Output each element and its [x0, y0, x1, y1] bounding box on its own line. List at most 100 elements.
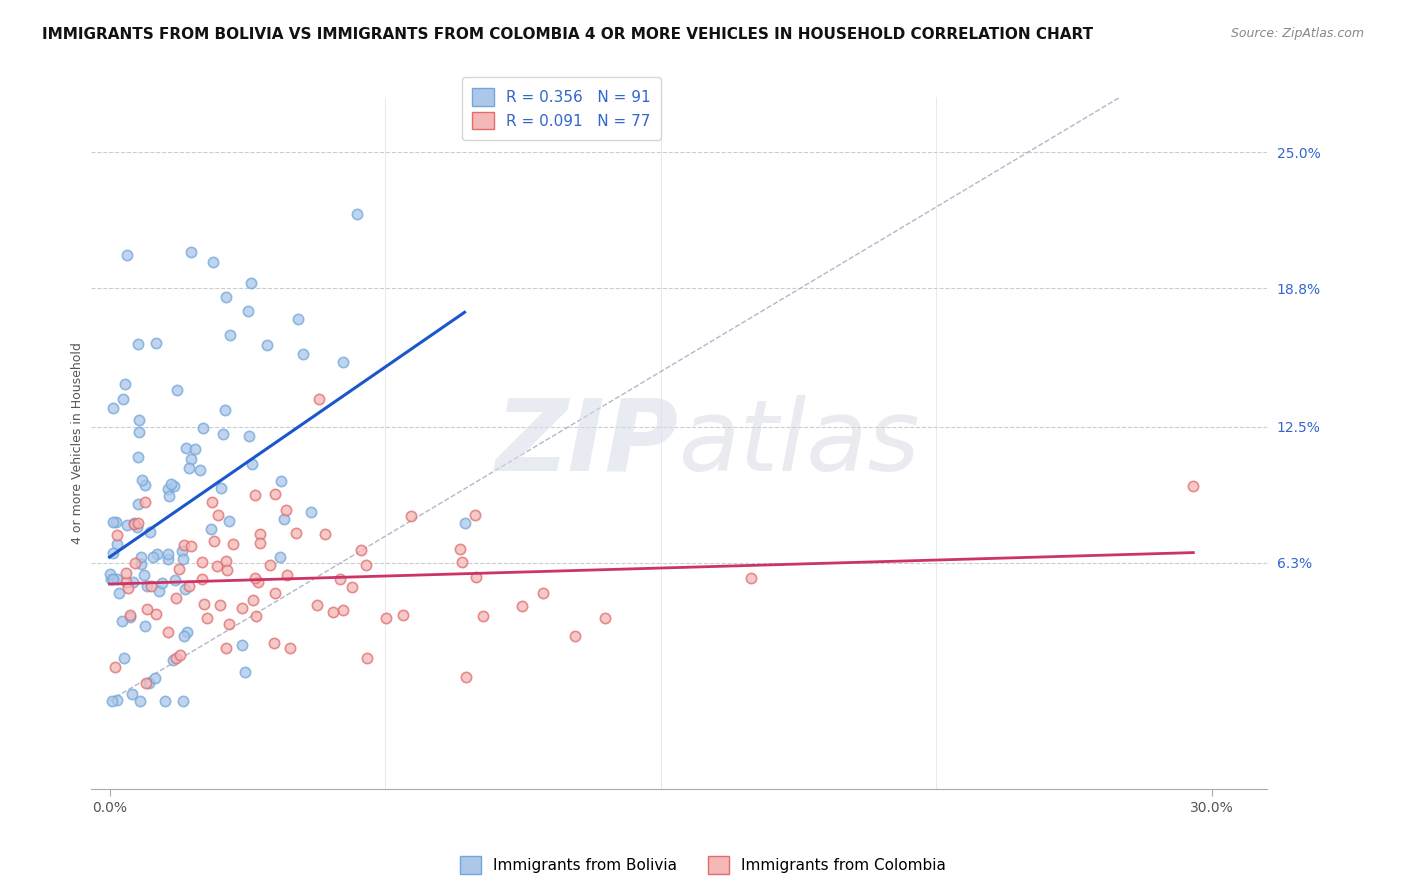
Point	[218, 327, 240, 342]
Point	[117, 581, 139, 595]
Point	[215, 563, 238, 577]
Point	[100, 694, 122, 708]
Point	[249, 535, 271, 549]
Point	[240, 457, 263, 471]
Point	[117, 248, 139, 262]
Point	[139, 525, 162, 540]
Point	[165, 651, 187, 665]
Point	[238, 428, 260, 442]
Point	[314, 527, 336, 541]
Text: IMMIGRANTS FROM BOLIVIA VS IMMIGRANTS FROM COLOMBIA 4 OR MORE VEHICLES IN HOUSEH: IMMIGRANTS FROM BOLIVIA VS IMMIGRANTS FR…	[42, 27, 1094, 42]
Point	[128, 425, 150, 440]
Point	[148, 584, 170, 599]
Y-axis label: 4 or more Vehicles in Household: 4 or more Vehicles in Household	[72, 342, 84, 544]
Text: atlas: atlas	[679, 394, 921, 491]
Legend: R = 0.356   N = 91, R = 0.091   N = 77: R = 0.356 N = 91, R = 0.091 N = 77	[461, 78, 661, 140]
Point	[329, 572, 352, 586]
Point	[162, 653, 184, 667]
Point	[332, 602, 354, 616]
Text: ZIP: ZIP	[496, 394, 679, 491]
Point	[247, 575, 270, 590]
Point	[308, 392, 330, 406]
Point	[156, 552, 179, 566]
Point	[105, 537, 128, 551]
Point	[453, 516, 475, 530]
Point	[287, 311, 309, 326]
Point	[273, 512, 295, 526]
Point	[105, 515, 128, 529]
Point	[231, 601, 253, 615]
Point	[131, 550, 153, 565]
Point	[150, 576, 173, 591]
Point	[122, 516, 145, 530]
Point	[354, 558, 377, 573]
Point	[124, 556, 146, 570]
Point	[243, 487, 266, 501]
Point	[188, 463, 211, 477]
Point	[107, 693, 129, 707]
Point	[1182, 479, 1205, 493]
Point	[145, 336, 167, 351]
Point	[103, 547, 125, 561]
Point	[169, 648, 191, 662]
Point	[207, 508, 229, 522]
Point	[145, 547, 167, 561]
Point	[274, 503, 297, 517]
Point	[173, 538, 195, 552]
Point	[172, 551, 194, 566]
Point	[172, 694, 194, 708]
Point	[122, 516, 145, 531]
Point	[138, 676, 160, 690]
Point	[183, 442, 205, 456]
Point	[214, 403, 236, 417]
Point	[101, 572, 124, 586]
Point	[167, 562, 190, 576]
Point	[134, 619, 156, 633]
Point	[276, 567, 298, 582]
Point	[256, 338, 278, 352]
Point	[127, 450, 149, 464]
Point	[259, 558, 281, 573]
Point	[533, 586, 555, 600]
Point	[249, 527, 271, 541]
Point	[120, 610, 142, 624]
Point	[451, 555, 474, 569]
Point	[121, 687, 143, 701]
Point	[108, 586, 131, 600]
Point	[179, 579, 201, 593]
Point	[264, 487, 287, 501]
Point	[111, 392, 134, 407]
Point	[129, 694, 152, 708]
Point	[128, 413, 150, 427]
Point	[160, 476, 183, 491]
Point	[214, 640, 236, 655]
Point	[399, 509, 422, 524]
Point	[114, 566, 136, 580]
Legend: Immigrants from Bolivia, Immigrants from Colombia: Immigrants from Bolivia, Immigrants from…	[454, 850, 952, 880]
Point	[173, 582, 195, 597]
Point	[179, 461, 201, 475]
Point	[231, 638, 253, 652]
Point	[346, 207, 368, 221]
Point	[454, 670, 477, 684]
Point	[165, 574, 187, 588]
Point	[142, 549, 165, 564]
Point	[263, 635, 285, 649]
Point	[101, 515, 124, 529]
Point	[392, 607, 415, 622]
Point	[205, 559, 228, 574]
Point	[191, 555, 214, 569]
Point	[305, 598, 328, 612]
Point	[139, 579, 162, 593]
Point	[218, 616, 240, 631]
Point	[202, 533, 225, 548]
Point	[101, 401, 124, 415]
Point	[127, 516, 149, 530]
Point	[239, 276, 262, 290]
Point	[143, 671, 166, 685]
Point	[221, 537, 243, 551]
Point	[127, 337, 149, 351]
Point	[449, 542, 471, 557]
Point	[356, 651, 378, 665]
Point	[163, 479, 186, 493]
